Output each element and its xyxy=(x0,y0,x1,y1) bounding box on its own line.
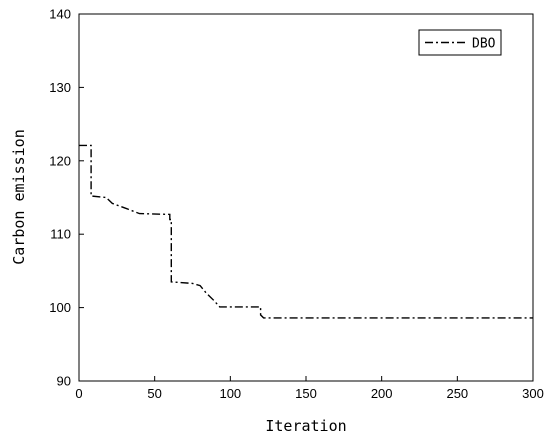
plot-frame xyxy=(78,13,534,382)
x-tick-label: 100 xyxy=(219,386,241,401)
y-tick-label: 120 xyxy=(49,153,71,168)
axis-ticks: 0 50 100 150 200 250 300 90 100 110 120 130 140 xyxy=(49,7,544,402)
series-layer xyxy=(79,144,533,319)
legend-label-dbo: DBO xyxy=(472,37,496,52)
y-tick-label: 140 xyxy=(49,7,71,22)
legend: DBO xyxy=(418,29,502,56)
y-axis-title: Carbon emission xyxy=(10,129,28,264)
series-line-dbo xyxy=(79,144,533,319)
x-tick-label: 0 xyxy=(75,386,82,401)
y-tick-label: 100 xyxy=(49,300,71,315)
x-tick-label: 250 xyxy=(446,386,468,401)
x-axis-title: Iteration xyxy=(265,417,346,435)
y-tick-label: 90 xyxy=(57,374,71,389)
y-tick-label: 130 xyxy=(49,80,71,95)
y-tick-label: 110 xyxy=(50,227,71,242)
x-tick-label: 300 xyxy=(522,386,544,401)
x-tick-label: 200 xyxy=(371,386,393,401)
x-tick-label: 150 xyxy=(295,386,317,401)
x-tick-label: 50 xyxy=(147,386,161,401)
